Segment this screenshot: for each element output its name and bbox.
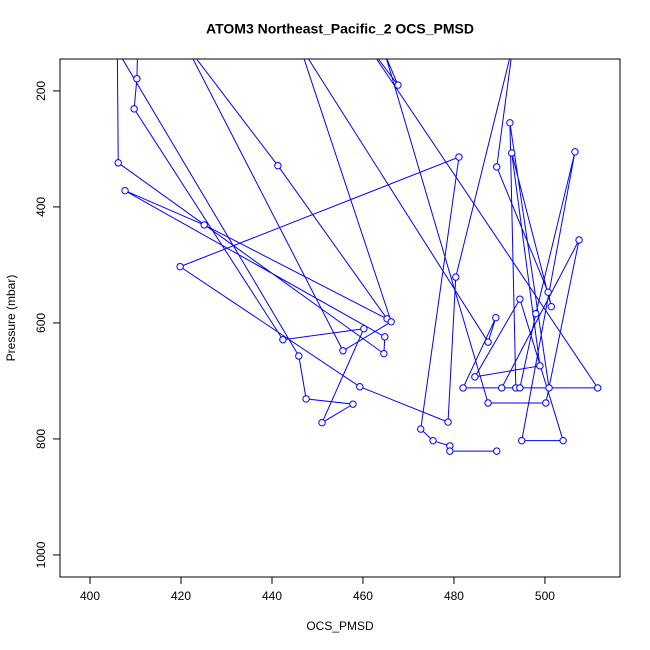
data-point [559,436,567,445]
y-tick-label: 800 [34,429,48,449]
data-point [493,163,501,171]
data-point [182,41,188,47]
data-point [444,418,452,426]
data-point [130,105,138,113]
data-point [484,399,492,407]
data-point [544,288,552,296]
x-tick-label: 400 [80,589,100,603]
data-point [274,162,282,170]
y-tick-label: 400 [34,197,48,217]
data-point [471,373,479,381]
y-axis-label: Pressure (mbar) [4,275,18,362]
data-point [383,59,389,60]
data-point [339,347,347,355]
data-point [516,384,524,392]
data-point [381,333,389,341]
data-point [394,81,402,89]
data-point [296,41,302,47]
chart-title: ATOM3 Northeast_Pacific_2 OCS_PMSD [206,21,474,37]
data-point [446,447,454,455]
data-point [429,436,437,445]
data-point [459,384,467,392]
data-point [545,384,553,392]
x-tick-label: 420 [171,589,191,603]
data-point [493,447,501,455]
data-point [417,425,425,433]
data-point [121,186,129,195]
data-point [518,436,526,445]
data-point [318,419,326,427]
x-tick-label: 460 [353,589,373,603]
data-point [452,273,460,281]
data-point [508,149,516,157]
data-point [133,75,141,83]
x-tick-label: 440 [262,589,282,603]
data-point [510,41,516,47]
data-point [594,384,602,392]
data-point [295,352,303,360]
data-point [114,47,120,53]
data-point [135,41,141,47]
data-point [536,362,544,370]
data-point [200,221,208,229]
data-point [571,148,579,156]
data-point [360,325,368,333]
data-point [387,318,395,326]
data-point [114,159,122,167]
data-point [356,383,364,391]
data-point [498,384,506,392]
data-point [302,395,310,403]
data-point [380,349,388,358]
x-axis-label: OCS_PMSD [306,619,374,633]
data-point [506,119,514,127]
data-point [176,262,184,271]
y-tick-label: 600 [34,313,48,333]
data-point [349,400,357,408]
data-line [116,59,599,452]
data-point [575,236,583,244]
data-point [484,338,492,346]
x-tick-label: 500 [535,589,555,603]
data-point [542,399,550,407]
data-point [492,314,500,322]
plot-frame [59,58,621,578]
y-tick-label: 200 [34,81,48,101]
data-point [532,309,540,318]
data-point [455,153,463,161]
data-point [516,295,524,303]
plot-area [114,41,602,455]
y-tick-label: 1000 [34,541,48,568]
data-point [547,302,556,311]
x-tick-label: 480 [444,589,464,603]
data-point [279,336,287,344]
